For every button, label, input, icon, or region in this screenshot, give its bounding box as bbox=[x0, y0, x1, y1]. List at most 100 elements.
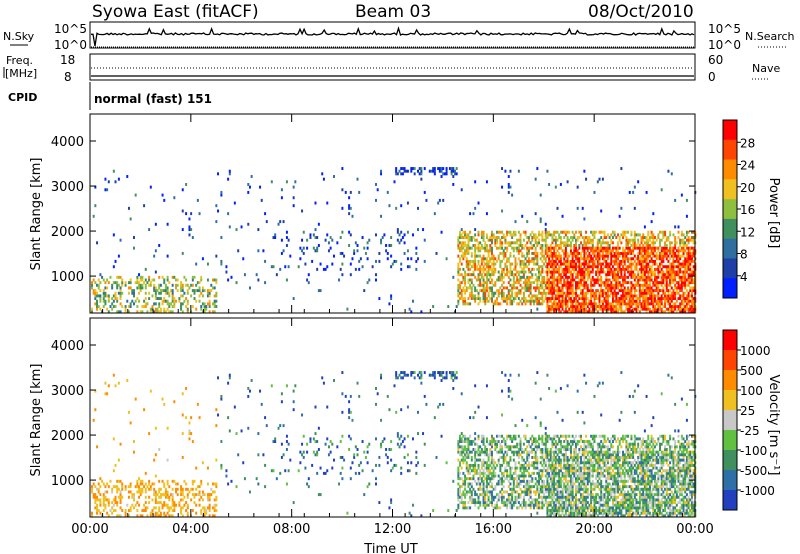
heatmap-cell bbox=[588, 262, 591, 266]
heatmap-cell bbox=[580, 305, 583, 308]
heatmap-cell bbox=[543, 289, 546, 293]
heatmap-cell bbox=[366, 445, 369, 449]
heatmap-cell bbox=[687, 257, 690, 261]
heatmap-cell bbox=[662, 291, 665, 295]
heatmap-cell bbox=[235, 432, 238, 436]
heatmap-cell bbox=[499, 262, 502, 266]
heatmap-cell bbox=[653, 305, 656, 308]
heatmap-cell bbox=[467, 241, 470, 245]
heatmap-cell bbox=[645, 275, 648, 279]
heatmap-cell bbox=[418, 172, 421, 176]
heatmap-cell bbox=[168, 509, 171, 512]
heatmap-cell bbox=[469, 477, 472, 481]
heatmap-cell bbox=[506, 474, 509, 478]
heatmap-cell bbox=[91, 511, 93, 515]
heatmap-cell bbox=[475, 493, 478, 497]
heatmap-cell bbox=[632, 294, 635, 298]
heatmap-cell bbox=[129, 490, 132, 494]
heatmap-cell bbox=[482, 233, 485, 237]
heatmap-cell bbox=[504, 299, 507, 303]
heatmap-cell bbox=[164, 286, 167, 290]
heatmap-cell bbox=[630, 249, 633, 253]
heatmap-cell bbox=[605, 259, 608, 263]
heatmap-cell bbox=[618, 236, 621, 239]
heatmap-cell bbox=[433, 416, 436, 420]
heatmap-cell bbox=[467, 466, 470, 470]
heatmap-cell bbox=[180, 487, 183, 491]
heatmap-cell bbox=[546, 254, 549, 258]
heatmap-cell bbox=[380, 214, 383, 218]
heatmap-cell bbox=[464, 485, 467, 489]
heatmap-cell bbox=[581, 289, 584, 293]
freq-label: Freq. bbox=[6, 54, 33, 67]
heatmap-cell bbox=[690, 286, 693, 290]
heatmap-cell bbox=[638, 259, 641, 263]
heatmap-cell bbox=[469, 283, 472, 287]
heatmap-cell bbox=[485, 466, 488, 470]
heatmap-cell bbox=[94, 408, 97, 412]
heatmap-cell bbox=[314, 453, 317, 457]
heatmap-cell bbox=[603, 257, 606, 261]
heatmap-cell bbox=[477, 246, 480, 250]
heatmap-cell bbox=[643, 259, 646, 263]
heatmap-cell bbox=[506, 463, 509, 467]
heatmap-cell bbox=[657, 273, 660, 277]
heatmap-cell bbox=[482, 487, 485, 491]
heatmap-cell bbox=[235, 228, 238, 232]
heatmap-cell bbox=[546, 275, 549, 279]
heatmap-cell bbox=[573, 278, 576, 282]
heatmap-cell bbox=[516, 246, 519, 250]
heatmap-cell bbox=[544, 283, 547, 287]
heatmap-cell bbox=[107, 180, 110, 184]
heatmap-cell bbox=[633, 254, 636, 258]
heatmap-cell bbox=[480, 434, 483, 438]
heatmap-cell bbox=[161, 506, 164, 510]
heatmap-cell bbox=[489, 450, 492, 454]
heatmap-cell bbox=[490, 440, 493, 443]
heatmap-cell bbox=[598, 177, 601, 181]
heatmap-cell bbox=[411, 167, 414, 171]
heatmap-cell bbox=[175, 482, 178, 486]
heatmap-cell bbox=[459, 463, 462, 467]
heatmap-cell bbox=[578, 278, 581, 282]
heatmap-cell bbox=[462, 503, 465, 507]
heatmap-cell bbox=[569, 262, 572, 266]
heatmap-cell bbox=[464, 493, 467, 497]
heatmap-cell bbox=[472, 270, 475, 274]
heatmap-cell bbox=[558, 254, 561, 258]
heatmap-cell bbox=[507, 291, 510, 295]
heatmap-cell bbox=[215, 281, 218, 285]
heatmap-cell bbox=[653, 299, 656, 303]
heatmap-cell bbox=[96, 498, 99, 502]
heatmap-cell bbox=[420, 169, 423, 173]
heatmap-cell bbox=[277, 222, 280, 226]
heatmap-cell bbox=[669, 233, 672, 237]
heatmap-cell bbox=[551, 267, 554, 271]
heatmap-cell bbox=[173, 479, 176, 483]
heatmap-cell bbox=[163, 501, 166, 505]
heatmap-cell bbox=[549, 233, 552, 237]
heatmap-cell bbox=[627, 291, 630, 295]
heatmap-cell bbox=[400, 442, 403, 446]
heatmap-cell bbox=[632, 270, 635, 274]
heatmap-cell bbox=[432, 371, 435, 375]
heatmap-cell bbox=[546, 278, 549, 282]
heatmap-cell bbox=[667, 267, 670, 271]
heatmap-cell bbox=[487, 270, 490, 274]
heatmap-cell bbox=[450, 376, 453, 380]
heatmap-cell bbox=[264, 281, 267, 285]
heatmap-cell bbox=[662, 257, 665, 261]
heatmap-cell bbox=[541, 291, 544, 295]
heatmap-cell bbox=[440, 169, 443, 173]
heatmap-cell bbox=[687, 291, 690, 295]
heatmap-cell bbox=[548, 278, 551, 282]
heatmap-cell bbox=[640, 283, 643, 287]
heatmap-cell bbox=[489, 259, 492, 263]
heatmap-cell bbox=[489, 501, 492, 505]
heatmap-cell bbox=[539, 297, 542, 301]
heatmap-cell bbox=[133, 246, 135, 250]
heatmap-cell bbox=[618, 297, 621, 301]
heatmap-cell bbox=[479, 297, 482, 301]
heatmap-cell bbox=[501, 246, 504, 250]
heatmap-cell bbox=[516, 490, 519, 494]
